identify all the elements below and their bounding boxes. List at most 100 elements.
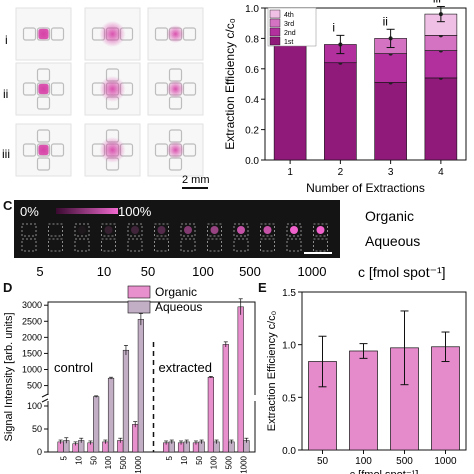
y-tick-label: 1.0: [282, 341, 296, 352]
y-tick-label: 1.5: [282, 288, 296, 299]
aqueous-spot-frame: [313, 238, 328, 252]
pink-spot: [38, 145, 49, 155]
bar-organic: [132, 424, 139, 453]
y-tick-label: 2000: [22, 332, 42, 342]
spot-frame: [36, 129, 51, 143]
axis-break-mark: [41, 393, 49, 403]
y-tick-label: 0.6: [245, 65, 259, 76]
y-tick-label: 0: [37, 447, 42, 457]
panel-d-bar-chart: 0 50 100 500 1000 1500 2000 2500 3000 5 10 50 100 500…: [3, 285, 261, 474]
pink-droplet: [99, 137, 126, 163]
pink-droplet: [166, 25, 185, 43]
bar-annotation: ii: [383, 14, 388, 28]
bar-aqueous: [93, 396, 100, 453]
legend-label-Organic: Organic: [155, 285, 197, 299]
organic-spot-signal: [263, 226, 272, 234]
bar-aqueous: [107, 377, 115, 453]
spot-frame: [50, 82, 65, 96]
gradient-start-label: 0%: [20, 204, 39, 219]
organic-spot-signal: [184, 226, 192, 234]
y-tick-label: 0.2: [245, 126, 259, 137]
aqueous-spot-frame: [180, 238, 196, 252]
aqueous-label: Aqueous: [365, 233, 421, 249]
y-tick-label: 0.4: [245, 95, 259, 106]
concentration-label: 5: [36, 264, 44, 279]
x-tick-label: 10: [180, 455, 189, 464]
organic-spot-signal: [290, 226, 298, 234]
pink-spot: [38, 29, 49, 39]
bar-organic: [237, 306, 244, 453]
concentration-label: 500: [239, 264, 261, 279]
x-tick-label: 100: [104, 455, 113, 469]
legend-swatch-Aqueous: [127, 300, 151, 314]
organic-spot-frame: [127, 223, 143, 237]
aqueous-spot-frame: [74, 238, 90, 252]
aqueous-spot-frame: [207, 238, 222, 252]
organic-spot-frame: [260, 223, 275, 237]
bar-organic: [222, 344, 229, 453]
panel-b-stacked-bar-chart: 0.0 0.2 0.4 0.6 0.8 1.0 1 i 2 ii 3 iii 4 Number of Ex…: [223, 0, 467, 195]
group-label: control: [54, 360, 93, 375]
x-tick-label: 50: [195, 455, 204, 464]
y-tick-label: 1.0: [245, 4, 259, 15]
y-axis-title: Extraction Efficiency c/c₀: [223, 18, 237, 149]
organic-spot-frame: [180, 223, 196, 237]
legend-swatch-1st: [269, 36, 281, 46]
concentration-label: 50: [140, 264, 156, 279]
gradient-end-label: 100%: [118, 204, 152, 219]
x-tick-label: 5: [59, 455, 68, 460]
x-tick-label: 1: [287, 167, 293, 178]
unit-label: c [fmol spot⁻¹]: [358, 264, 446, 280]
row-label-ii: ii: [3, 87, 9, 101]
organic-spot-signal: [131, 226, 139, 234]
panel-label-e: E: [258, 280, 267, 295]
organic-spot-frame: [74, 223, 90, 237]
y-tick-label: 0.0: [245, 156, 259, 167]
organic-spot-frame: [48, 223, 63, 237]
organic-spot-frame: [154, 223, 169, 237]
organic-spot-frame: [233, 223, 249, 237]
plot-frame: [47, 301, 256, 453]
aqueous-spot-frame: [101, 238, 116, 252]
pink-spot: [38, 84, 49, 94]
y-tick-label: 500: [27, 381, 42, 391]
panel-a: i ii iii 2 mm: [0, 0, 215, 195]
concentration-label: 10: [96, 264, 112, 279]
axis-break-gap: [42, 395, 261, 401]
bar-annotation: iii: [433, 0, 441, 5]
aqueous-spot-frame: [286, 238, 302, 252]
spot-frame: [36, 157, 51, 171]
spot-frame: [22, 143, 37, 157]
panel-c-strip: 0% 100%: [14, 200, 340, 258]
spot-frame: [50, 143, 65, 157]
y-tick-label: 3000: [22, 300, 42, 310]
organic-spot-signal: [104, 226, 113, 234]
aqueous-spot-frame: [48, 238, 63, 252]
x-tick-label: 10: [74, 455, 83, 464]
legend-swatch-Organic: [127, 285, 151, 299]
organic-spot-frame: [286, 223, 302, 237]
x-tick-label: 1000: [240, 455, 249, 473]
y-tick-label: 50: [32, 424, 42, 434]
organic-spot-signal: [237, 226, 245, 234]
organic-spot-frame: [101, 223, 116, 237]
bar-segment-3rd: [424, 35, 458, 51]
bar-organic: [207, 376, 214, 453]
x-tick-label: 4: [438, 167, 444, 178]
x-tick-label: 100: [355, 456, 372, 467]
x-tick-label: 3: [388, 167, 394, 178]
spot-frame: [22, 27, 37, 41]
row-label-i: i: [5, 33, 8, 47]
legend-label-Aqueous: Aqueous: [155, 300, 202, 314]
aqueous-spot-frame: [21, 238, 37, 252]
organic-spot-signal: [316, 226, 325, 234]
scalebar-label: 2 mm: [182, 174, 210, 186]
y-tick-label: 2500: [22, 316, 42, 326]
group-label: extracted: [159, 360, 212, 375]
x-tick-label: 100: [210, 455, 219, 469]
bar-segment-1st: [374, 82, 407, 161]
x-axis-title: c [fmol spot⁻¹]: [350, 469, 419, 474]
spot-frame: [36, 96, 51, 110]
organic-spot-signal: [157, 226, 166, 234]
bar-aqueous: [137, 319, 144, 453]
